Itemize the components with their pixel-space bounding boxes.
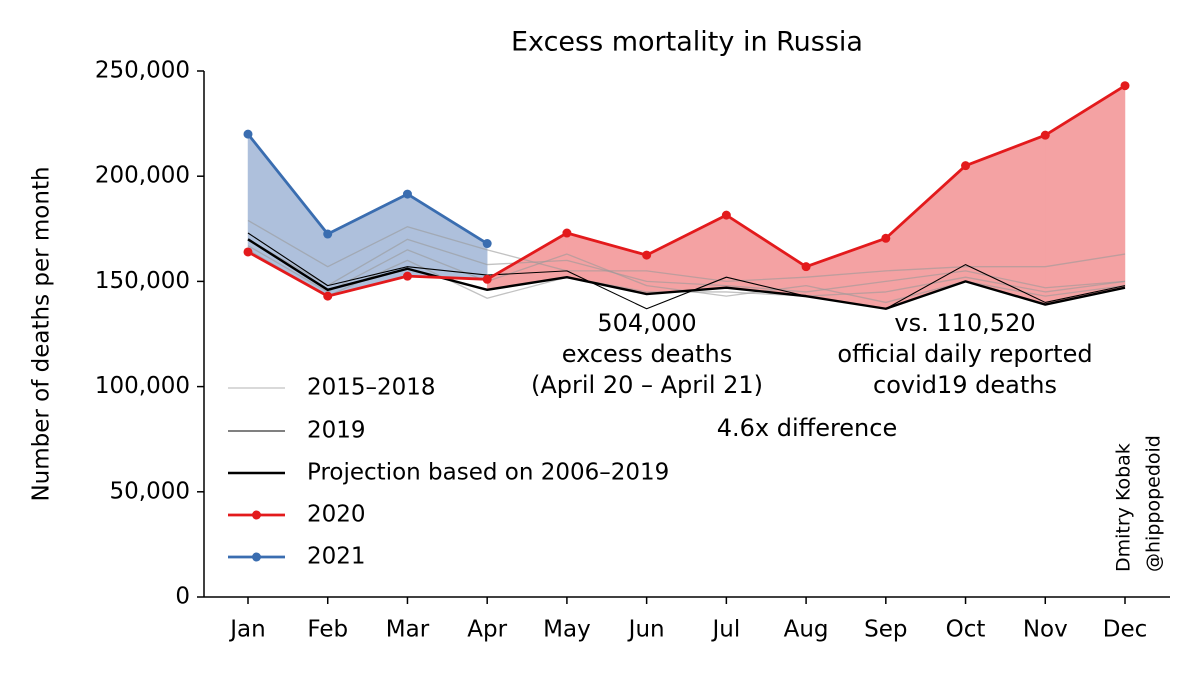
point (402, 271, 412, 281)
area-fill (327, 193, 408, 297)
point (482, 239, 492, 249)
signature: @hippopedoid (1143, 435, 1165, 572)
chart-title: Excess mortality in Russia (511, 27, 863, 58)
area-fill (1045, 85, 1126, 305)
annotation: excess deaths (562, 340, 733, 368)
point (243, 129, 253, 139)
y-axis-label: Number of deaths per month (29, 166, 55, 501)
x-tick-label: Jul (710, 617, 740, 643)
line-layer (243, 81, 1130, 310)
area-fill (726, 214, 807, 297)
y-tick-label: 200,000 (95, 163, 190, 189)
x-tick-label: Nov (1023, 617, 1068, 643)
annotation: 504,000 (597, 309, 696, 337)
legend-label: 2021 (307, 544, 366, 570)
point (1120, 81, 1130, 91)
point (1040, 130, 1050, 140)
line (246, 133, 488, 245)
legend-label: 2019 (307, 418, 366, 444)
x-tick-label: Jun (627, 617, 665, 643)
point (801, 262, 811, 272)
annotation: official daily reported (837, 340, 1092, 368)
annotation: vs. 110,520 (894, 309, 1035, 337)
x-tick-label: Oct (946, 617, 986, 643)
point (323, 229, 333, 239)
x-tick-label: May (543, 617, 591, 643)
line (247, 238, 1126, 310)
point (721, 210, 731, 220)
point (562, 228, 572, 238)
y-tick-label: 100,000 (95, 373, 190, 399)
line (247, 232, 1126, 310)
point (482, 274, 492, 284)
point (243, 247, 253, 257)
line (247, 219, 1126, 283)
area-fill (885, 165, 966, 310)
annotation: covid19 deaths (873, 371, 1057, 399)
x-tick-label: Dec (1103, 617, 1148, 643)
annotation: 4.6x difference (717, 414, 897, 442)
annotation: (April 20 – April 21) (531, 371, 763, 399)
x-tick-label: Aug (784, 617, 829, 643)
x-tick-label: Jan (228, 617, 265, 643)
x-tick-label: Sep (864, 617, 907, 643)
legend-label: 2015–2018 (307, 375, 436, 401)
signature: Dmitry Kobak (1113, 443, 1135, 572)
legend-label: 2020 (307, 502, 366, 528)
legend-swatch-dot (252, 552, 261, 562)
x-tick-label: Mar (386, 617, 430, 643)
legend-swatch-dot (252, 510, 261, 520)
y-tick-label: 0 (175, 584, 190, 610)
legend-label: Projection based on 2006–2019 (307, 460, 669, 486)
x-tick-label: Apr (467, 617, 507, 643)
point (642, 250, 652, 260)
x-tick-label: Feb (307, 617, 348, 643)
line (247, 238, 1126, 293)
point (961, 161, 971, 171)
line (247, 84, 1126, 298)
point (881, 233, 891, 243)
point (402, 189, 412, 199)
y-tick-label: 250,000 (95, 58, 190, 84)
y-tick-label: 150,000 (95, 268, 190, 294)
y-tick-label: 50,000 (110, 478, 190, 504)
point (323, 291, 333, 301)
area-fill (247, 133, 328, 297)
